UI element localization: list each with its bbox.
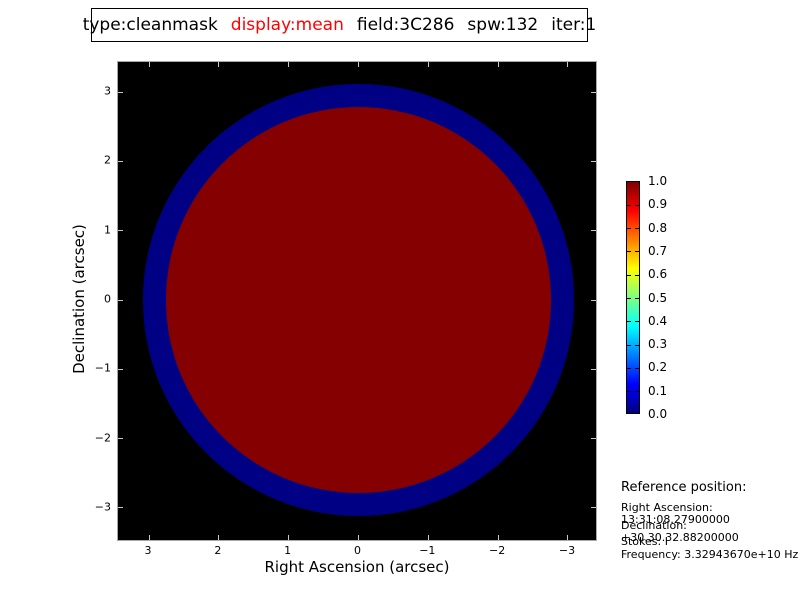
colorbar-tick-label: 0.1 (648, 383, 668, 398)
x-tick-label: 0 (354, 544, 361, 557)
title-type-label: type:cleanmask (82, 15, 218, 35)
plot-title-box: type:cleanmask display:mean field:3C286 … (83, 8, 596, 42)
x-tick-label: 2 (214, 544, 222, 557)
x-tick-mark (567, 535, 569, 540)
colorbar-tick-mark (635, 274, 639, 276)
colorbar-tick-mark (627, 344, 631, 346)
y-tick-label: −1 (94, 361, 111, 375)
title-spw-label: spw:132 (467, 15, 539, 35)
mask-disk (165, 107, 552, 493)
x-tick-mark (427, 535, 429, 540)
colorbar-tick-mark (635, 204, 639, 206)
colorbar-tick-mark (627, 367, 631, 369)
x-tick-label: 3 (144, 544, 152, 557)
y-tick-mark (591, 299, 596, 301)
colorbar-tick-mark (635, 298, 639, 299)
x-tick-mark (218, 535, 220, 540)
x-tick-mark (567, 62, 569, 67)
x-tick-mark (218, 62, 220, 67)
title-field-label: field:3C286 (356, 15, 455, 35)
colorbar-tick-mark (635, 228, 639, 230)
x-tick-mark (497, 62, 499, 67)
reference-frequency: Frequency: 3.32943670e+10 Hz (621, 548, 799, 561)
colorbar-tick-label: 0.8 (648, 220, 668, 235)
x-tick-mark (148, 535, 150, 540)
y-tick-mark (591, 160, 596, 162)
colorbar-tick-label: 0.3 (648, 337, 668, 352)
y-tick-mark (118, 507, 123, 509)
colorbar-tick-mark (635, 321, 639, 323)
y-tick-label: 2 (104, 153, 111, 167)
colorbar-tick-mark (627, 321, 631, 323)
x-tick-mark (358, 62, 359, 67)
y-tick-mark (591, 230, 596, 232)
y-tick-mark (118, 438, 123, 440)
reference-declination: Declination: +30.30.32.88200000 (621, 519, 739, 544)
x-tick-mark (288, 62, 290, 67)
colorbar-tick-label: 0.5 (648, 290, 668, 305)
y-tick-mark (118, 299, 123, 301)
x-tick-label: −1 (419, 544, 436, 557)
x-tick-mark (148, 62, 150, 67)
y-tick-label: 1 (104, 223, 111, 237)
colorbar-tick-mark (627, 391, 631, 393)
colorbar-tick-label: 0.0 (648, 407, 668, 421)
colorbar-tick-mark (635, 344, 639, 346)
colorbar-tick-mark (627, 204, 631, 206)
reference-stokes: Stokes: I (621, 535, 668, 548)
y-tick-mark (591, 368, 596, 370)
reference-right-ascension: Right Ascension: 13:31:08.27900000 (621, 501, 730, 526)
colorbar-tick-mark (627, 274, 631, 276)
x-tick-mark (427, 62, 429, 67)
x-tick-label: −2 (489, 544, 506, 557)
colorbar-tick-mark (635, 367, 639, 369)
colorbar-tick-label: 0.6 (648, 267, 668, 282)
colorbar-tick-mark (627, 228, 631, 230)
colorbar-tick-label: 0.4 (648, 313, 668, 328)
colorbar-tick-mark (627, 298, 631, 299)
colorbar-tick-label: 0.9 (648, 197, 668, 212)
y-tick-mark (118, 160, 123, 162)
title-iter-label: iter:1 (551, 15, 597, 35)
colorbar-tick-label: 0.7 (648, 243, 668, 258)
y-tick-label: −3 (94, 500, 111, 514)
plot-area (117, 61, 597, 541)
x-tick-mark (288, 535, 290, 540)
reference-heading: Reference position: (621, 480, 747, 495)
y-tick-mark (591, 507, 596, 509)
y-tick-mark (591, 91, 596, 93)
x-tick-label: −3 (558, 544, 576, 557)
y-tick-mark (591, 438, 596, 440)
y-axis-label: Declination (arcsec) (70, 224, 88, 374)
colorbar-tick-label: 1.0 (648, 174, 668, 188)
colorbar (626, 181, 640, 414)
y-tick-label: 3 (104, 84, 111, 98)
y-tick-label: 0 (104, 292, 111, 306)
x-axis-label: Right Ascension (arcsec) (264, 558, 450, 576)
x-tick-mark (497, 535, 499, 540)
colorbar-tick-mark (627, 251, 631, 253)
x-tick-mark (358, 535, 359, 540)
title-display-label: display:mean (230, 15, 344, 35)
y-tick-mark (118, 368, 123, 370)
colorbar-tick-mark (635, 251, 639, 253)
x-tick-label: 1 (284, 544, 292, 557)
y-tick-mark (118, 230, 123, 232)
colorbar-tick-mark (635, 391, 639, 393)
y-tick-label: −2 (94, 431, 111, 445)
colorbar-tick-label: 0.2 (648, 360, 668, 375)
y-tick-mark (118, 91, 123, 93)
